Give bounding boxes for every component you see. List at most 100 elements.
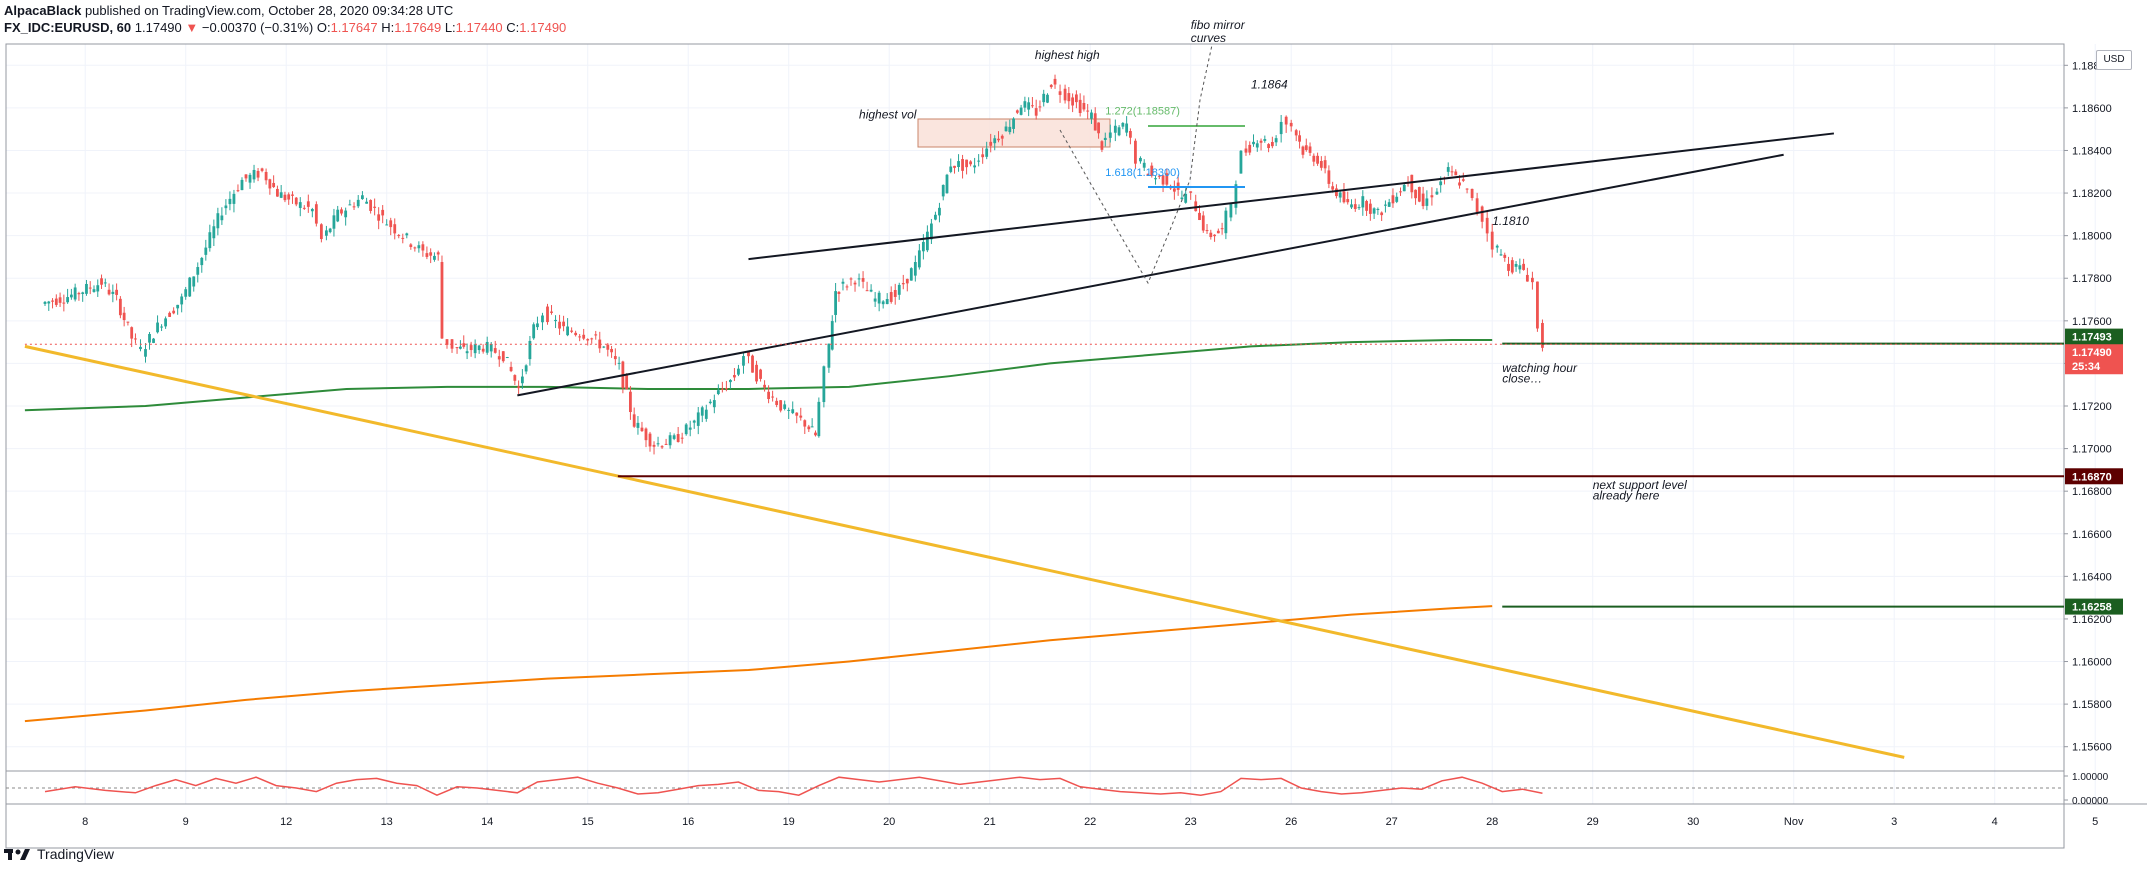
- fibo-mirror-curve[interactable]: [1059, 44, 1213, 285]
- candle-body: [1499, 254, 1503, 256]
- candle: [827, 343, 831, 373]
- candle-body: [122, 312, 126, 321]
- candle: [550, 305, 553, 315]
- candle: [240, 177, 244, 191]
- candle-body: [708, 401, 712, 404]
- candle: [385, 219, 389, 226]
- candle-body: [1146, 173, 1150, 176]
- candle: [272, 175, 276, 188]
- candle-body: [1090, 112, 1093, 119]
- candle: [298, 197, 302, 217]
- candle: [1259, 138, 1263, 151]
- candle-body: [481, 348, 485, 352]
- time-axis[interactable]: 8 9 12 13 14 15 16 19 20 21 22 23 26 27 28 29 30 Nov 3 4 5: [82, 816, 2098, 828]
- candle-body: [1239, 150, 1243, 174]
- candle-body: [1229, 203, 1233, 218]
- candle-body: [429, 252, 433, 256]
- candle-body: [477, 345, 481, 351]
- candle: [1384, 200, 1387, 213]
- candle-body: [489, 344, 493, 352]
- rsi-line[interactable]: [44, 776, 1543, 797]
- candle-body: [1161, 175, 1165, 185]
- candle-body: [841, 281, 845, 284]
- candle: [352, 202, 356, 211]
- open-value: 1.17647: [330, 20, 378, 35]
- candle-body: [493, 348, 497, 353]
- candle: [111, 284, 115, 303]
- footer-brand[interactable]: TradingView: [37, 846, 115, 862]
- candle-body: [969, 161, 973, 165]
- candle: [1406, 176, 1410, 187]
- candle-body: [909, 268, 913, 281]
- candle-body: [837, 291, 841, 294]
- annotation-text: curves: [1191, 31, 1226, 45]
- trend-line-3[interactable]: [517, 153, 1784, 397]
- time-tick-label: 28: [1486, 816, 1498, 828]
- candle: [1361, 190, 1365, 216]
- candle: [1180, 190, 1184, 201]
- candle: [965, 159, 968, 175]
- candle-body: [1113, 125, 1117, 133]
- candle: [319, 223, 323, 243]
- trend-line-2[interactable]: [748, 132, 1835, 261]
- candle: [1414, 189, 1417, 205]
- candle-body: [885, 299, 889, 305]
- candle: [763, 380, 766, 392]
- candle: [632, 407, 636, 428]
- moving-average-line-2[interactable]: [24, 605, 1493, 723]
- candle-body: [849, 278, 853, 280]
- candle: [517, 380, 521, 395]
- candle-body: [1023, 101, 1027, 108]
- candle-body: [1082, 102, 1086, 110]
- candle: [598, 331, 602, 353]
- currency-button[interactable]: USD: [2096, 50, 2132, 70]
- candle: [676, 426, 680, 443]
- candle-body: [586, 339, 590, 341]
- candle: [1376, 207, 1380, 215]
- candle: [1058, 84, 1062, 103]
- candle: [917, 244, 921, 270]
- symbol-label[interactable]: FX_IDC:EURUSD, 60: [4, 20, 132, 35]
- candle: [629, 386, 632, 420]
- candle-body: [977, 160, 981, 162]
- candle-body: [1042, 93, 1046, 103]
- candle-body: [1536, 281, 1539, 329]
- candle: [885, 293, 889, 305]
- candle-body: [1503, 254, 1507, 258]
- candle: [332, 208, 336, 237]
- candle-body: [1439, 181, 1443, 186]
- price-axis[interactable]: 1.188001.186001.184001.182001.180001.178…: [2064, 60, 2112, 754]
- candle: [244, 174, 248, 182]
- author-name[interactable]: AlpacaBlack: [4, 3, 82, 18]
- candle-body: [759, 369, 762, 379]
- candle: [1357, 204, 1361, 210]
- candle: [613, 348, 617, 366]
- candle: [1368, 199, 1372, 221]
- candle: [807, 424, 811, 433]
- candle: [176, 304, 180, 315]
- candle-body: [700, 407, 704, 416]
- candle-body: [861, 278, 865, 282]
- candle: [1274, 135, 1278, 147]
- candle: [340, 207, 343, 216]
- candle: [1446, 162, 1450, 177]
- candle-body: [897, 284, 901, 295]
- candle: [1004, 121, 1008, 132]
- candle-body: [536, 323, 539, 328]
- candle-body: [256, 170, 260, 178]
- price-tick-label: 1.17600: [2072, 316, 2112, 328]
- trend-line-1[interactable]: [24, 344, 1905, 759]
- price-tick-label: 1.16600: [2072, 529, 2112, 541]
- candle: [314, 201, 318, 227]
- candle-body: [291, 194, 294, 196]
- candle-body: [1294, 130, 1298, 136]
- candle: [440, 255, 444, 340]
- candle: [1518, 258, 1522, 274]
- time-tick-label: 29: [1587, 816, 1599, 828]
- candle-body: [1165, 173, 1169, 185]
- candle: [787, 407, 791, 419]
- candle-body: [1480, 206, 1484, 222]
- candle: [1308, 142, 1312, 157]
- candle-body: [306, 201, 310, 207]
